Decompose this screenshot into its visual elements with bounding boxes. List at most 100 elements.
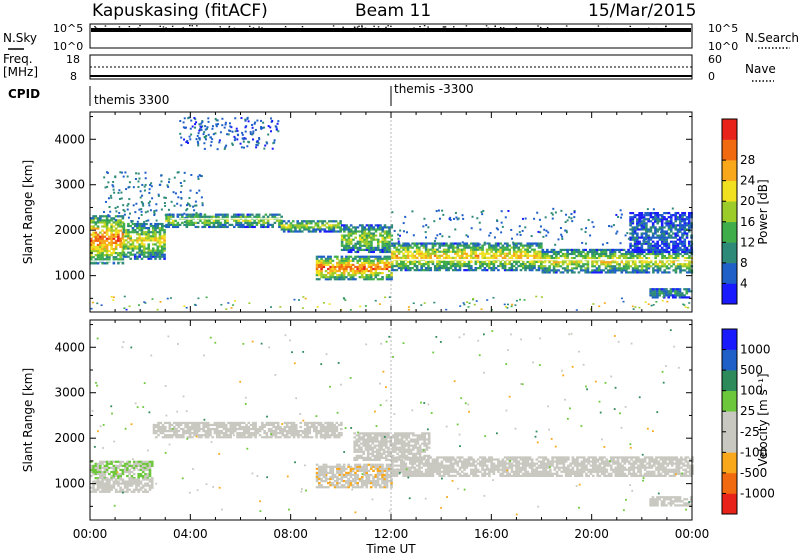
power-cell (201, 120, 204, 123)
power-cell (404, 269, 408, 272)
velocity-cell (94, 466, 98, 470)
power-cell (402, 248, 405, 251)
power-cell (155, 203, 158, 206)
velocity-cell (272, 434, 275, 437)
power-cell (349, 276, 353, 279)
velocity-cell (360, 467, 364, 470)
power-cell (627, 263, 630, 266)
power-cell (588, 271, 592, 274)
power-cell (591, 248, 594, 252)
power-cell (685, 234, 689, 237)
power-cell (440, 254, 444, 257)
power-cell (470, 227, 473, 230)
power-cell (160, 180, 163, 183)
power-cell (349, 309, 352, 311)
velocity-cell (318, 473, 321, 477)
power-cell (653, 220, 656, 223)
power-cell (336, 255, 339, 258)
power-cell (440, 264, 444, 268)
power-cell (667, 220, 671, 223)
power-cell (138, 249, 142, 252)
power-cell (358, 246, 362, 249)
power-cell (539, 264, 543, 268)
nsky-trace (91, 25, 691, 32)
power-cell (145, 237, 148, 240)
power-cell (287, 220, 291, 223)
power-cell (114, 241, 118, 244)
power-cell (404, 262, 408, 266)
power-cell (376, 242, 380, 245)
power-cell (96, 249, 100, 253)
power-cell (597, 248, 601, 252)
velocity-cell (161, 436, 165, 439)
power-cell (528, 269, 532, 272)
power-cell (379, 228, 382, 231)
power-cell (667, 250, 671, 254)
power-cell (483, 267, 487, 270)
power-cell (236, 138, 239, 141)
velocity-cell (105, 477, 109, 480)
velocity-cell (132, 482, 136, 485)
power-cell (535, 260, 539, 264)
power-cell (667, 228, 671, 231)
power-cell (105, 252, 109, 255)
velocity-cell (193, 432, 196, 435)
velocity-cell (126, 480, 129, 483)
power-cell (110, 243, 113, 247)
velocity-cell (303, 436, 307, 439)
power-cell (640, 252, 644, 256)
velocity-cell (99, 475, 102, 478)
power-cell (318, 263, 321, 267)
power-cell (640, 222, 644, 225)
power-cell (674, 220, 678, 223)
power-cell (231, 143, 234, 146)
power-cell (246, 223, 250, 227)
power-cell (155, 219, 158, 222)
power-cell (118, 189, 121, 192)
power-cell (329, 276, 332, 279)
power-cell (494, 252, 498, 255)
power-cell (683, 250, 687, 254)
power-cell (638, 222, 641, 225)
velocity-cell (141, 477, 145, 480)
power-cell (114, 233, 118, 236)
power-cell (651, 288, 655, 291)
power-cell (658, 220, 662, 223)
velocity-cell (105, 484, 109, 487)
power-cell (640, 224, 644, 227)
power-cell (329, 255, 332, 258)
velocity-cell (299, 430, 303, 433)
velocity-cell (168, 427, 172, 431)
power-cell (153, 211, 156, 214)
power-cell (323, 224, 327, 227)
power-cell (105, 249, 109, 253)
power-cell (656, 248, 659, 252)
velocity-cell (272, 432, 275, 435)
power-cell (176, 221, 180, 224)
power-cell (201, 121, 204, 124)
power-cell (96, 237, 100, 240)
power-cell (504, 216, 507, 219)
power-cell (454, 252, 457, 255)
power-cell (413, 254, 417, 257)
power-cell (519, 248, 523, 251)
power-cell (147, 202, 150, 205)
power-cell (565, 229, 568, 232)
power-cell (399, 229, 402, 232)
power-cell (506, 248, 509, 251)
power-cell (172, 223, 175, 227)
power-cell (255, 223, 259, 227)
power-cell (367, 261, 371, 264)
power-cell (604, 265, 608, 268)
power-cell (345, 269, 348, 273)
power-cell (356, 240, 360, 243)
velocity-cell (331, 434, 334, 437)
velocity-cell (326, 425, 330, 429)
power-cell (244, 215, 247, 218)
velocity-cell (229, 434, 233, 437)
power-cell (406, 264, 410, 268)
power-cell (332, 226, 336, 229)
power-cell (141, 194, 144, 197)
power-cell (436, 262, 439, 266)
velocity-cell (108, 478, 111, 481)
